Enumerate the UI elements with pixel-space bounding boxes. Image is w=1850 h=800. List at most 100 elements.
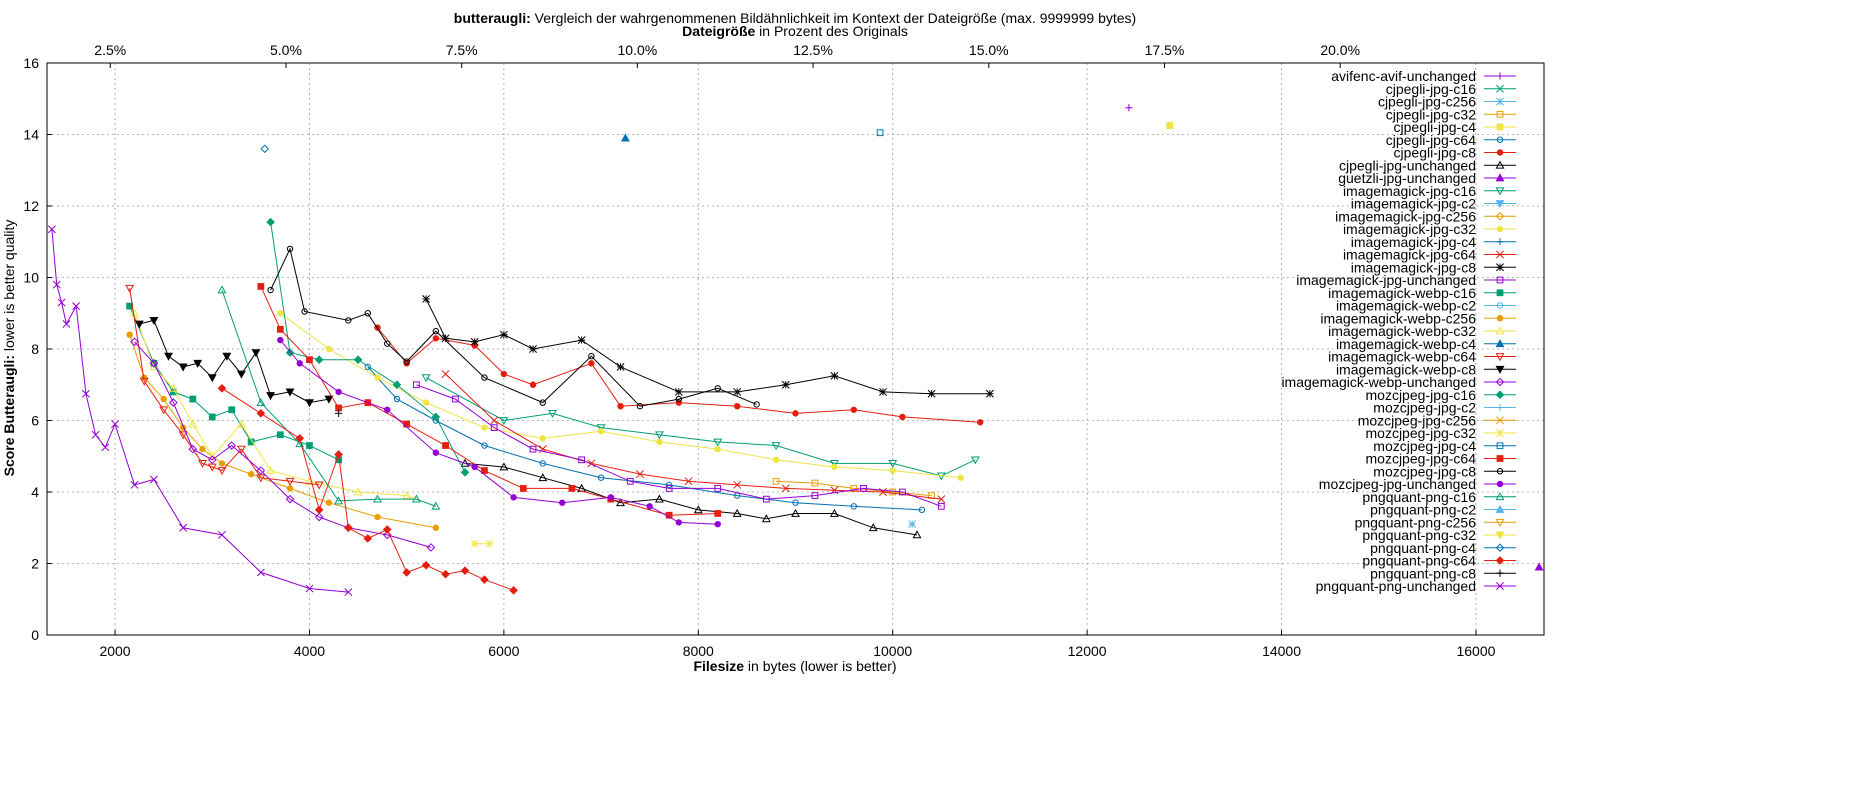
data-point	[57, 298, 66, 307]
legend-marker	[1496, 302, 1504, 309]
data-point	[1166, 122, 1174, 129]
legend-label: mozcjpeg-jpg-c2	[1373, 400, 1476, 416]
data-point	[159, 406, 169, 415]
data-point	[111, 420, 119, 429]
legend-label: imagemagick-jpg-c256	[1335, 208, 1476, 224]
data-point	[620, 133, 630, 142]
series-mozcjpeg-jpg-c4	[876, 129, 884, 137]
legend-item: mozcjpeg-jpg-unchanged	[1319, 476, 1516, 492]
data-point	[285, 388, 295, 397]
data-point	[334, 450, 343, 459]
data-point	[636, 470, 644, 479]
legend-marker	[1495, 504, 1505, 513]
data-point	[277, 336, 284, 344]
data-point	[305, 399, 314, 408]
data-point	[499, 462, 509, 471]
legend-marker	[1496, 289, 1504, 297]
data-point	[256, 397, 266, 407]
data-point	[889, 467, 896, 474]
data-point	[335, 388, 342, 396]
data-point	[510, 494, 517, 501]
legend-label: pngquant-png-c256	[1355, 514, 1477, 530]
data-series	[47, 104, 1544, 597]
data-point	[364, 310, 371, 317]
legend-marker	[1496, 416, 1504, 425]
data-point	[296, 360, 303, 367]
legend-marker	[1495, 187, 1505, 196]
data-point	[918, 506, 926, 514]
x-tick-label: 12000	[1068, 643, 1107, 659]
data-point	[178, 431, 188, 440]
legend-label: cjpegli-jpg-c8	[1394, 145, 1477, 161]
data-point	[538, 473, 548, 482]
data-point	[976, 419, 984, 426]
legend-marker	[1496, 225, 1504, 233]
data-point	[421, 374, 431, 383]
legend-item: cjpegli-jpg-unchanged	[1339, 157, 1516, 173]
data-point	[251, 349, 261, 358]
series-pngquant-png-c16	[217, 285, 441, 510]
legend-item: pngquant-png-c2	[1370, 502, 1516, 518]
legend-marker	[1496, 582, 1504, 590]
legend-marker	[1495, 377, 1505, 387]
data-point	[937, 502, 945, 510]
data-point	[539, 399, 546, 406]
data-point	[384, 406, 391, 413]
data-point	[149, 317, 159, 326]
legend-item: imagemagick-jpg-c4	[1351, 234, 1516, 250]
data-point	[596, 424, 606, 433]
data-point	[888, 460, 898, 469]
legend-label: avifenc-avif-unchanged	[1331, 68, 1476, 84]
data-point	[403, 420, 411, 428]
data-point	[868, 523, 878, 532]
series-cjpegli-jpg-c4	[1166, 122, 1174, 129]
data-point	[616, 362, 625, 371]
axis-ticks: 2000 4000 6000 8000 10000 12000 14000 16000 0 2 4 6…	[23, 42, 1495, 659]
legend-marker	[1495, 518, 1505, 527]
series-mozcjpeg-jpg-c64	[257, 283, 722, 519]
series-line	[425, 377, 976, 477]
data-point	[529, 345, 537, 353]
series-line	[279, 339, 718, 525]
data-point	[363, 534, 373, 543]
series-line	[425, 298, 990, 395]
data-point	[256, 568, 265, 577]
data-point	[72, 302, 81, 311]
data-point	[345, 317, 352, 324]
data-point	[577, 336, 586, 345]
legend-label: cjpegli-jpg-c32	[1386, 106, 1476, 122]
data-point	[325, 499, 333, 506]
legend-label: mozcjpeg-jpg-c16	[1366, 387, 1477, 403]
data-point	[353, 487, 363, 496]
data-point	[578, 456, 586, 464]
chart-title-bold: butteraugli:	[454, 10, 531, 26]
legend-label: imagemagick-jpg-c64	[1343, 247, 1476, 263]
legend-label: imagemagick-jpg-c2	[1351, 196, 1476, 212]
series-pngquant-png-c64	[217, 384, 518, 595]
data-point	[441, 334, 450, 343]
series-imagemagick-webp-c32	[130, 308, 441, 510]
legend-marker	[1496, 123, 1504, 131]
data-point	[451, 395, 459, 403]
legend-label: cjpegli-jpg-c16	[1386, 81, 1476, 97]
data-point	[218, 530, 226, 539]
legend-label: imagemagick-jpg-c4	[1351, 234, 1476, 250]
legend-label: mozcjpeg-jpg-unchanged	[1319, 476, 1476, 492]
legend-marker	[1495, 160, 1505, 169]
data-point	[125, 284, 135, 293]
data-point	[831, 463, 838, 471]
data-point	[91, 430, 100, 439]
series-imagemagick-jpg-c64	[441, 370, 946, 504]
data-point	[665, 481, 673, 489]
data-point	[306, 442, 313, 449]
data-point	[422, 294, 431, 303]
data-point	[792, 499, 799, 506]
data-point	[392, 380, 402, 390]
series-imagemagick-jpg-c32	[277, 310, 964, 481]
legend-item: imagemagick-webp-c32	[1328, 323, 1516, 339]
legend-marker	[1495, 390, 1505, 400]
data-point	[344, 523, 353, 533]
data-point	[335, 409, 343, 417]
legend-marker	[1496, 480, 1504, 488]
data-point	[149, 475, 158, 484]
